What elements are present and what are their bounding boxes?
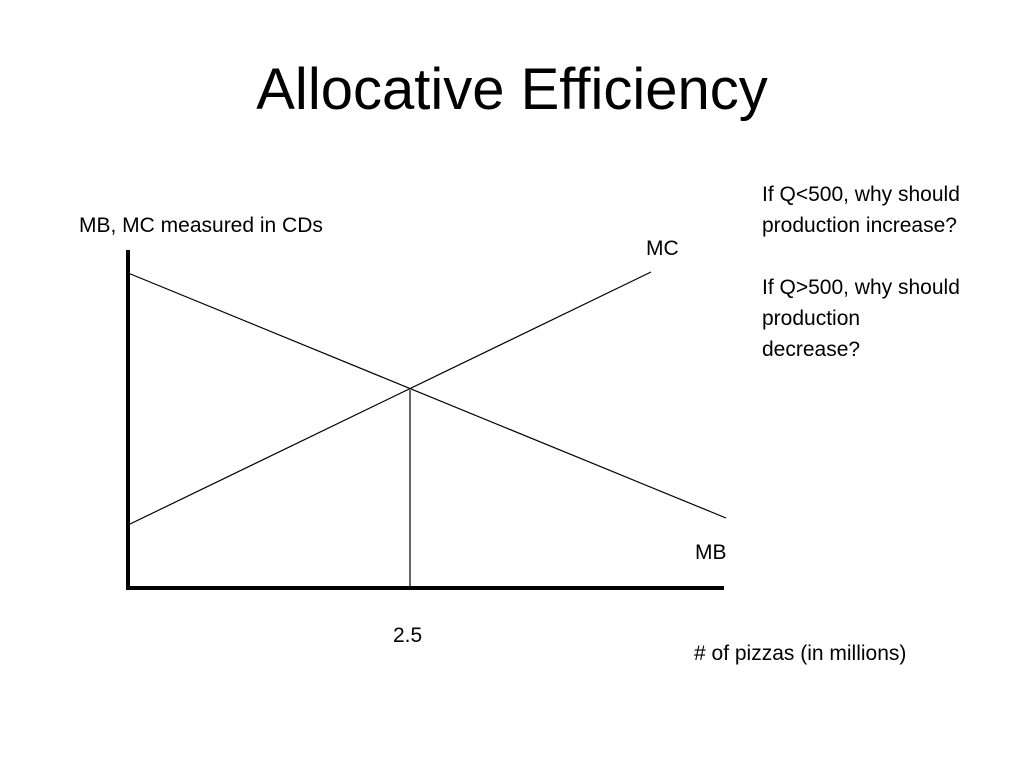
question-list: If Q<500, why should production increase… — [762, 179, 962, 396]
question-increase: If Q<500, why should production increase… — [762, 183, 960, 237]
mc-curve-label: MC — [646, 237, 679, 260]
x-axis-label: # of pizzas (in millions) — [694, 642, 907, 665]
mb-curve-label: MB — [695, 541, 727, 564]
mb-curve — [127, 272, 727, 519]
x-tick-label: 2.5 — [393, 624, 423, 647]
slide-title: Allocative Efficiency — [256, 57, 768, 122]
mc-curve — [127, 271, 652, 526]
question-decrease: If Q>500, why should production decrease… — [762, 276, 960, 361]
y-axis-label: MB, MC measured in CDs — [79, 214, 323, 237]
